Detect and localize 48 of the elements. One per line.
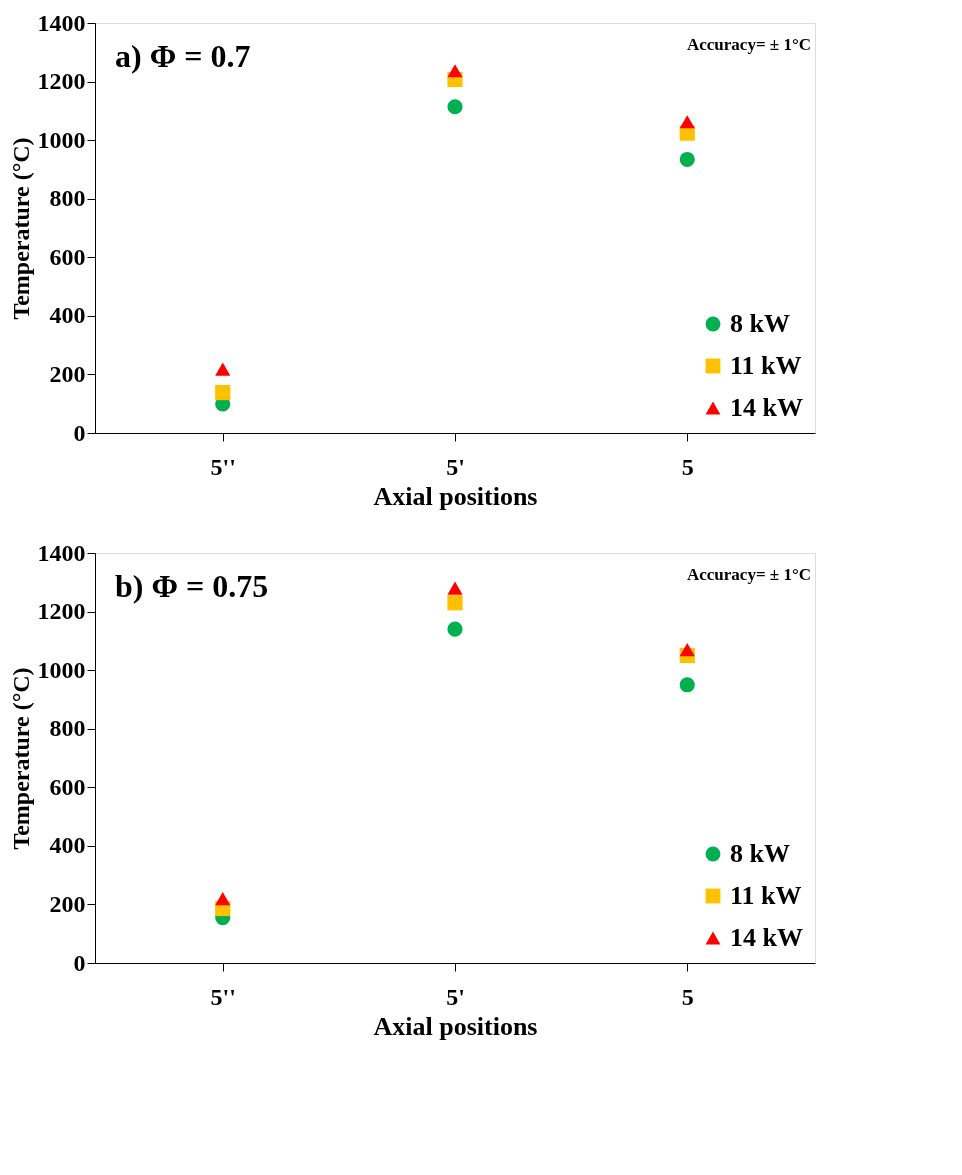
legend-label: 8 kW bbox=[730, 309, 790, 338]
x-tick-label: 5 bbox=[681, 453, 694, 480]
point bbox=[215, 362, 231, 376]
x-tick-label: 5' bbox=[446, 453, 465, 480]
y-tick-label: 400 bbox=[49, 832, 86, 859]
y-tick-label: 1200 bbox=[37, 68, 86, 95]
legend-label: 14 kW bbox=[730, 923, 803, 952]
y-tick-label: 600 bbox=[49, 773, 86, 800]
x-axis-title: Axial positions bbox=[373, 1011, 538, 1041]
point bbox=[447, 64, 463, 78]
text: a) Φ = 0.7 bbox=[115, 38, 251, 74]
annotation: Accuracy= ± 1°C bbox=[686, 35, 811, 54]
annotation: Accuracy= ± 1°C bbox=[686, 565, 811, 584]
x-tick-label: 5 bbox=[681, 983, 694, 1010]
y-tick-label: 800 bbox=[49, 185, 86, 212]
point bbox=[447, 621, 463, 637]
point bbox=[679, 151, 695, 168]
x-tick-label: 5'' bbox=[210, 453, 236, 480]
y-tick-label: 1200 bbox=[37, 598, 86, 625]
y-tick-label: 400 bbox=[49, 302, 86, 329]
point bbox=[447, 99, 463, 115]
legend-label: 8 kW bbox=[730, 839, 790, 868]
point bbox=[447, 595, 463, 611]
x-tick-label: 5'' bbox=[210, 983, 236, 1010]
point bbox=[215, 892, 231, 906]
text: b) Φ = 0.75 bbox=[115, 568, 269, 604]
legend-label: 11 kW bbox=[730, 351, 802, 380]
point bbox=[679, 643, 695, 657]
y-tick-label: 1000 bbox=[37, 656, 86, 683]
y-tick-label: 600 bbox=[49, 243, 86, 270]
y-tick-label: 800 bbox=[49, 715, 86, 742]
y-tick-label: 1000 bbox=[37, 126, 86, 153]
y-tick-label: 1400 bbox=[37, 539, 86, 566]
y-axis-title: Temperature (°C) bbox=[7, 137, 34, 320]
y-tick-label: 0 bbox=[73, 419, 86, 446]
x-tick-label: 5' bbox=[446, 983, 465, 1010]
point bbox=[215, 385, 231, 401]
y-axis-title: Temperature (°C) bbox=[7, 667, 34, 850]
y-tick-label: 0 bbox=[73, 949, 86, 976]
legend-label: 14 kW bbox=[730, 393, 803, 422]
point bbox=[679, 677, 695, 693]
legend-label: 11 kW bbox=[730, 881, 802, 910]
point bbox=[679, 115, 695, 129]
point bbox=[447, 581, 463, 595]
y-tick-label: 1400 bbox=[37, 9, 86, 36]
y-tick-label: 200 bbox=[49, 360, 86, 387]
y-tick-label: 200 bbox=[49, 890, 86, 917]
x-axis-title: Axial positions bbox=[373, 481, 538, 511]
